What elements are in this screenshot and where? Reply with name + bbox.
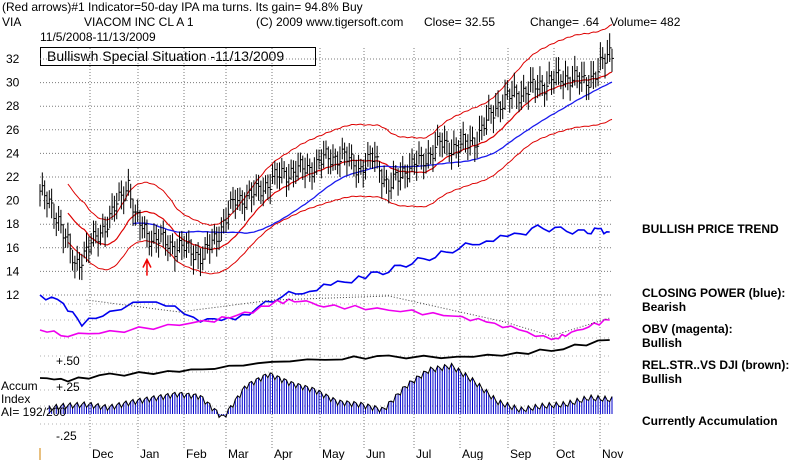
buy-arrow: [142, 257, 152, 276]
price-trend-label: BULLISH PRICE TREND: [642, 222, 779, 236]
closing-power-line: [39, 224, 610, 328]
price-tick-label: 20: [6, 194, 20, 208]
indicator-lines: [39, 224, 610, 383]
change-value: Change= .64: [530, 15, 600, 29]
upper-band: [67, 24, 613, 226]
price-tick-label: 18: [6, 217, 20, 231]
company-name: VIACOM INC CL A 1: [84, 15, 194, 29]
price-tick-label: 28: [6, 99, 20, 113]
date-range: 11/5/2008-11/13/2009: [40, 30, 156, 44]
index-label: Index: [1, 392, 31, 406]
price-tick-label: 14: [6, 264, 20, 278]
month-tick-label: Mar: [228, 447, 249, 460]
indicator-ma-line: [86, 295, 610, 337]
copyright-label: (C) 2009 www.tigersoft.com: [256, 15, 404, 29]
header-line1: (Red arrows)#1 Indicator=50-day IPA ma t…: [2, 0, 363, 14]
price-tick-label: 24: [6, 146, 20, 160]
month-tick-label: Dec: [92, 447, 113, 460]
month-tick-label: Nov: [602, 447, 623, 460]
obv-line: [39, 298, 610, 341]
special-situation-label: Bulliswh Special Situation -11/13/2009: [40, 47, 316, 66]
rel-strength-line: [39, 339, 610, 383]
accum-label: Accum: [1, 379, 38, 393]
accum-outline: [48, 362, 613, 419]
closing-power-label: CLOSING POWER (blue):: [642, 286, 786, 300]
price-tick-label: 32: [6, 52, 20, 66]
obv-status: Bullish: [642, 336, 683, 350]
price-tick-label: 12: [6, 288, 20, 302]
price-tick-label: 26: [6, 123, 20, 137]
close-value: Close= 32.55: [424, 15, 496, 29]
accum-index: [48, 362, 613, 419]
grid: [40, 48, 612, 448]
month-tick-label: Aug: [462, 447, 483, 460]
accum-tick-label: +.50: [56, 354, 80, 368]
month-tick-label: May: [322, 447, 345, 460]
month-tick-label: Jul: [416, 447, 431, 460]
month-tick-label: Apr: [274, 447, 293, 460]
month-tick-label: Oct: [556, 447, 575, 460]
price-tick-label: 30: [6, 76, 20, 90]
month-tick-label: Jun: [366, 447, 385, 460]
volume-value: Volume= 482: [610, 15, 681, 29]
price-tick-label: 22: [6, 170, 20, 184]
axes: 12 14 16 18 20 22 24 26 28 30 32 Dec Jan Feb Mar Apr May…: [6, 52, 623, 460]
relstr-status: Bullish: [642, 372, 683, 386]
price-bars: [39, 33, 614, 281]
ai-score: AI= 192/200: [1, 405, 67, 419]
accum-tick-label: +.25: [56, 380, 80, 394]
accum-status: Currently Accumulation: [642, 414, 778, 428]
buy-signals: [142, 257, 152, 276]
closing-power-status: Bearish: [642, 300, 687, 314]
relstr-label: REL.STR..VS DJI (brown):: [642, 358, 790, 372]
accum-tick-label: -.25: [56, 429, 77, 443]
symbol-label: VIA: [2, 15, 22, 29]
month-tick-label: Jan: [140, 447, 159, 460]
month-tick-label: Feb: [186, 447, 207, 460]
obv-label: OBV (magenta):: [642, 322, 733, 336]
price-tick-label: 16: [6, 241, 20, 255]
month-tick-label: Sep: [510, 447, 532, 460]
